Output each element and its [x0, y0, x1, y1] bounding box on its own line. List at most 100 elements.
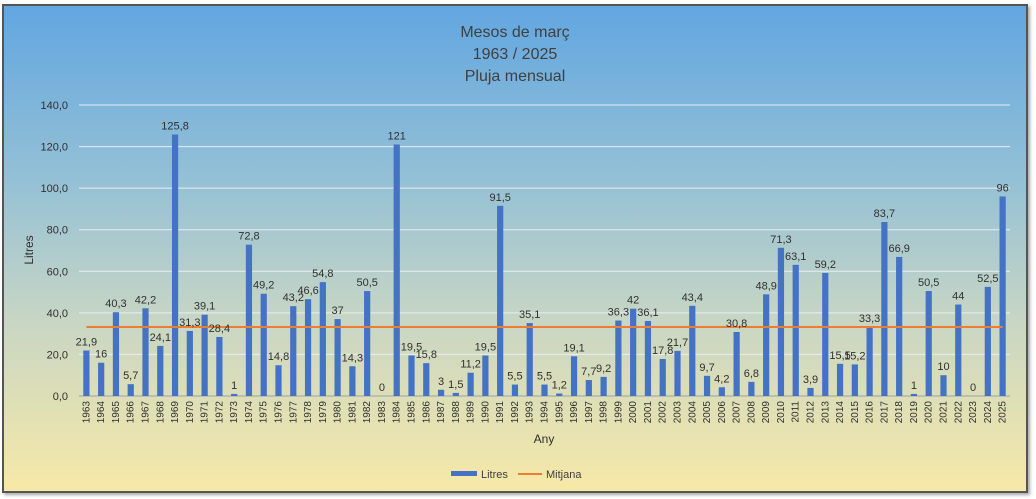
data-label: 50,5 — [356, 277, 377, 289]
x-tick-label: 1991 — [495, 401, 506, 424]
x-tick-label: 1987 — [436, 401, 447, 424]
x-tick-label: 2017 — [879, 401, 890, 424]
data-label: 15,8 — [416, 349, 437, 361]
data-label: 9,2 — [596, 363, 611, 375]
legend: Litres Mitjana — [451, 469, 582, 481]
bar — [881, 222, 888, 396]
data-label: 43,4 — [682, 292, 703, 304]
bar — [127, 384, 134, 396]
x-tick-label: 1983 — [377, 401, 388, 424]
bar — [334, 319, 341, 396]
data-label: 14,8 — [268, 351, 289, 363]
data-label: 9,7 — [699, 362, 714, 374]
bar — [807, 387, 814, 396]
bar — [955, 304, 962, 396]
bar-series — [83, 134, 1006, 396]
x-tick-label: 1998 — [599, 401, 610, 424]
x-tick-label: 1980 — [333, 401, 344, 424]
x-tick-label: 1972 — [214, 401, 225, 424]
data-label: 49,2 — [253, 280, 274, 292]
data-label: 1,2 — [552, 380, 567, 392]
chart-title-line-1: Mesos de març — [460, 24, 569, 41]
x-tick-label: 1977 — [288, 401, 299, 424]
x-tick-label: 1979 — [318, 401, 329, 424]
y-tick-label: 80,0 — [47, 225, 68, 237]
bar — [585, 379, 592, 396]
legend-swatch-litres — [451, 471, 477, 476]
x-tick-label: 2007 — [732, 401, 743, 424]
x-tick-label: 2023 — [968, 401, 979, 424]
data-label: 19,1 — [563, 342, 584, 354]
data-label: 15,2 — [844, 350, 865, 362]
x-tick-label: 2022 — [953, 401, 964, 424]
data-label: 36,3 — [608, 307, 629, 319]
data-label: 121 — [388, 130, 406, 142]
bar — [748, 381, 755, 396]
x-tick-label: 2003 — [673, 401, 684, 424]
x-tick-label: 1964 — [96, 401, 107, 424]
data-label: 16 — [95, 349, 107, 361]
x-tick-label: 2009 — [761, 401, 772, 424]
bar — [526, 323, 533, 396]
data-label: 24,1 — [150, 332, 171, 344]
x-tick-label: 1988 — [451, 401, 462, 424]
x-tick-label: 2011 — [791, 401, 802, 423]
bar — [822, 272, 829, 396]
x-axis-label: Any — [534, 432, 555, 446]
data-label: 54,8 — [312, 268, 333, 280]
bar — [83, 350, 90, 396]
data-label: 7,7 — [581, 366, 596, 378]
chart-title-line-2: 1963 / 2025 — [473, 46, 558, 63]
bar — [644, 320, 652, 396]
x-tick-label: 1986 — [421, 401, 432, 424]
bar — [319, 282, 326, 396]
x-tick-label: 1989 — [466, 401, 477, 424]
x-tick-label: 2025 — [998, 401, 1009, 424]
bar — [186, 330, 193, 396]
bar — [763, 294, 770, 396]
x-tick-label: 1996 — [569, 401, 580, 424]
data-label: 48,9 — [755, 280, 776, 292]
x-tick-label: 1978 — [303, 401, 314, 424]
data-label: 36,1 — [637, 307, 658, 319]
bar — [157, 345, 164, 396]
bar — [452, 392, 459, 396]
x-tick-label: 1990 — [480, 401, 491, 424]
bar — [910, 393, 918, 396]
legend-label-litres: Litres — [481, 469, 508, 481]
data-label: 28,4 — [209, 323, 230, 335]
x-tick-label: 1984 — [392, 401, 403, 424]
chart-title-line-3: Pluja mensual — [465, 68, 566, 85]
data-label: 52,5 — [977, 273, 998, 285]
data-label: 30,8 — [726, 318, 747, 330]
data-label: 31,3 — [179, 317, 200, 329]
data-label: 83,7 — [874, 208, 895, 220]
bar — [349, 366, 356, 396]
bar — [659, 359, 666, 396]
x-tick-label: 2006 — [717, 401, 728, 424]
bar — [393, 144, 400, 396]
data-label: 39,1 — [194, 301, 215, 313]
y-tick-label: 140,0 — [40, 100, 68, 112]
data-label: 1 — [231, 380, 237, 392]
x-tick-label: 2018 — [894, 401, 905, 424]
data-label: 63,1 — [785, 251, 806, 263]
x-tick-label: 1966 — [126, 401, 137, 424]
bar — [777, 247, 785, 396]
data-label: 66,9 — [888, 243, 909, 255]
data-labels: 21,91640,35,742,224,1125,831,339,128,417… — [76, 121, 1009, 394]
data-label: 11,2 — [460, 359, 481, 371]
x-tick-label: 2020 — [924, 401, 935, 424]
data-label: 19,5 — [401, 341, 422, 353]
data-label: 5,7 — [123, 370, 138, 382]
data-label: 21,7 — [667, 337, 688, 349]
bar — [999, 196, 1006, 396]
bar — [674, 350, 681, 396]
data-label: 5,5 — [507, 371, 522, 383]
bar — [733, 331, 740, 396]
bar — [541, 384, 548, 396]
data-label: 91,5 — [489, 192, 510, 204]
bar — [364, 291, 371, 396]
y-tick-label: 120,0 — [40, 142, 68, 154]
